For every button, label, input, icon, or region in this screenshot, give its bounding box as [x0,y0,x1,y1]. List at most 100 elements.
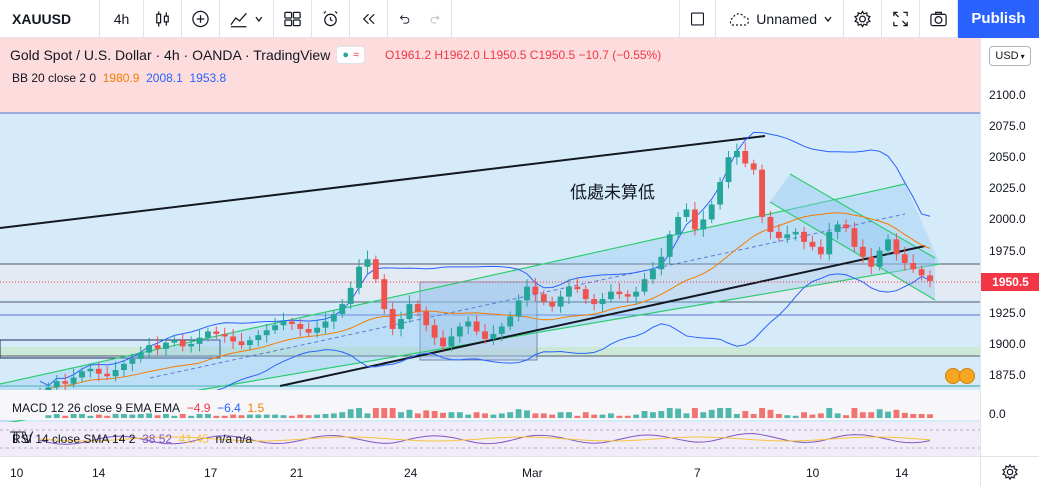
candle-body[interactable] [918,269,925,276]
candle-body[interactable] [482,331,488,339]
candle-body[interactable] [834,224,841,232]
candle-body[interactable] [314,327,321,333]
price-pane[interactable]: Gold Spot / U.S. Dollar · 4h · OANDA · T… [0,38,980,456]
candle-body[interactable] [423,311,430,326]
candle-body[interactable] [792,231,799,235]
candle-body[interactable] [608,291,614,300]
add-indicator-icon[interactable] [182,0,220,38]
candle-body[interactable] [154,345,161,349]
candle-body[interactable] [431,325,438,338]
candle-body[interactable] [263,330,270,336]
candle-body[interactable] [280,321,287,326]
candle-body[interactable] [163,342,169,349]
candle-body[interactable] [910,263,917,270]
candle-body[interactable] [381,279,388,310]
candle-body[interactable] [330,314,337,322]
candle-body[interactable] [658,256,665,270]
candle-body[interactable] [675,216,682,235]
candle-body[interactable] [683,209,690,217]
candle-body[interactable] [45,387,52,392]
candle-body[interactable] [53,381,60,388]
candle-body[interactable] [616,291,623,295]
black-trendline-support[interactable] [279,245,926,387]
candle-body[interactable] [70,377,77,384]
candle-body[interactable] [188,343,195,347]
falling-channel-upper[interactable] [789,173,936,259]
symbol-search-button[interactable]: XAUUSD [0,0,100,38]
settings-gear-icon[interactable] [844,0,882,38]
events-flags[interactable] [945,368,975,384]
candle-body[interactable] [691,209,698,230]
candle-body[interactable] [456,326,463,337]
camera-icon[interactable] [920,0,958,38]
currency-selector[interactable]: USD ▾ [989,46,1031,66]
candle-body[interactable] [700,219,707,230]
candle-body[interactable] [549,301,556,307]
candle-body[interactable] [817,246,824,255]
candle-body[interactable] [440,337,446,347]
candle-body[interactable] [121,363,127,371]
rsi-legend[interactable]: RSI 14 close SMA 14 2 38.52 41.45 n/a n/… [12,432,252,446]
candle-body[interactable] [255,335,262,341]
candle-body[interactable] [221,333,228,337]
candle-body[interactable] [95,368,102,374]
candle-body[interactable] [582,289,589,300]
candle-body[interactable] [876,250,883,267]
candle-body[interactable] [272,325,279,331]
candle-body[interactable] [414,304,421,312]
candle-body[interactable] [347,287,354,305]
candle-body[interactable] [624,294,631,297]
candle-body[interactable] [507,316,514,327]
layout-name-button[interactable]: Unnamed [716,0,844,38]
candle-body[interactable] [742,151,749,164]
candle-body[interactable] [238,341,245,346]
undo-icon[interactable] [388,0,420,38]
candle-body[interactable] [725,157,732,183]
candle-body[interactable] [246,340,253,346]
black-trendline-top[interactable] [0,135,766,229]
candle-body[interactable] [801,231,807,242]
candle-body[interactable] [524,286,530,301]
candle-body[interactable] [79,371,85,378]
candle-body[interactable] [784,234,791,239]
candle-body[interactable] [129,358,136,364]
replay-icon[interactable] [350,0,388,38]
candle-body[interactable] [356,266,362,288]
candle-body[interactable] [104,373,111,377]
chart-annotation-text[interactable]: 低處未算低 [570,183,655,202]
candle-body[interactable] [927,275,933,282]
candle-body[interactable] [196,337,203,344]
candle-body[interactable] [775,231,782,239]
candle-body[interactable] [406,304,413,319]
time-axis[interactable]: 10 14 17 21 24 Mar 7 10 14 [0,456,980,486]
fullscreen-select-icon[interactable] [680,0,717,38]
candle-body[interactable] [364,259,371,267]
candle-body[interactable] [230,336,237,342]
candle-body[interactable] [288,321,295,324]
candle-body[interactable] [137,352,144,359]
candle-body[interactable] [532,286,539,295]
candle-body[interactable] [213,331,220,334]
candle-body[interactable] [809,241,816,247]
candle-body[interactable] [322,321,329,328]
candle-body[interactable] [473,321,480,332]
candle-body[interactable] [557,296,564,307]
candle-body[interactable] [490,333,497,339]
candle-body[interactable] [633,291,640,297]
candle-body[interactable] [591,299,598,305]
candle-body[interactable] [851,228,858,247]
candle-body[interactable] [901,254,908,263]
candle-body[interactable] [372,259,379,280]
candle-body[interactable] [759,169,766,217]
candle-body[interactable] [566,286,572,297]
price-axis[interactable]: USD ▾ 2100.0 2075.0 2050.0 2025.0 2000.0 1975… [980,38,1039,456]
candle-body[interactable] [574,286,581,290]
left-box[interactable] [0,339,221,359]
interval-button[interactable]: 4h [100,0,144,38]
candle-body[interactable] [540,294,547,302]
candle-body[interactable] [448,336,455,347]
candle-body[interactable] [398,319,404,329]
candlestick-chart[interactable] [0,38,980,456]
candle-body[interactable] [389,309,396,329]
macd-legend[interactable]: MACD 12 26 close 9 EMA EMA −4.9 −6.4 1.5 [12,401,264,415]
